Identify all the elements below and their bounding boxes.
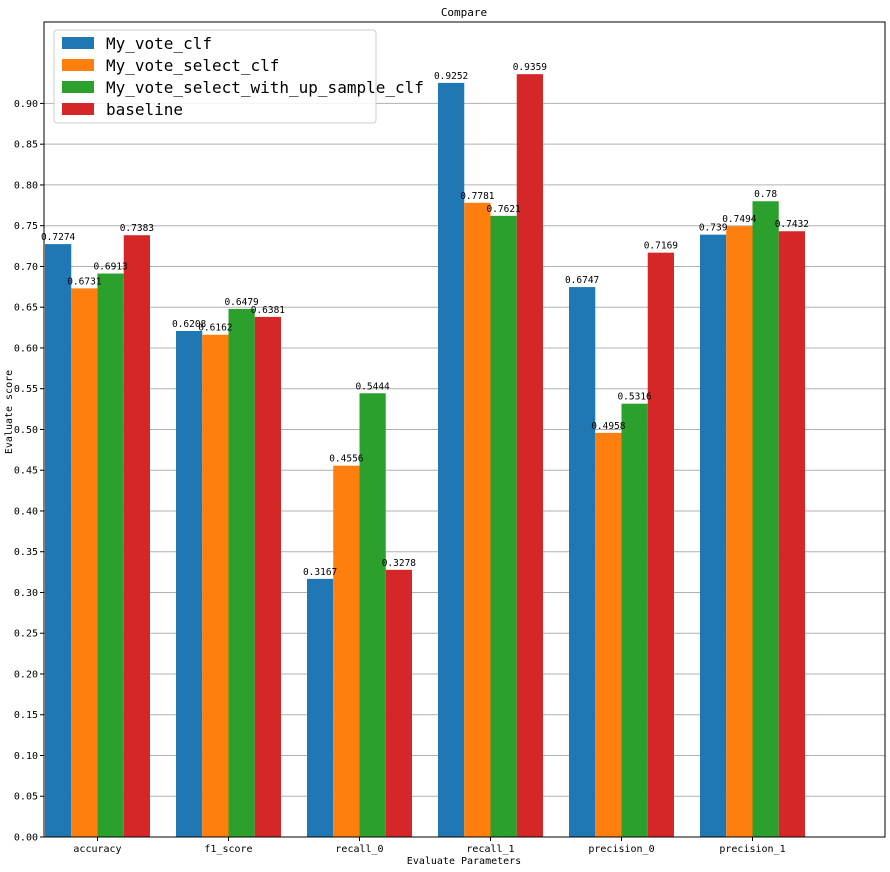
bar (71, 288, 98, 837)
y-axis-label: Evaluate score (4, 370, 15, 454)
bar (97, 273, 124, 837)
y-tick-label: 0.70 (14, 262, 38, 273)
data-label: 0.6479 (224, 297, 259, 308)
bar (647, 252, 674, 837)
y-tick-label: 0.20 (14, 669, 38, 680)
y-tick-label: 0.30 (14, 588, 38, 599)
bar (621, 403, 648, 837)
bar (176, 330, 203, 837)
chart-title: Compare (441, 6, 487, 19)
data-label: 0.7274 (41, 232, 76, 243)
y-tick-label: 0.80 (14, 180, 38, 191)
y-tick-label: 0.90 (14, 99, 38, 110)
x-tick-label: recall_1 (466, 844, 514, 855)
bar (569, 287, 596, 837)
bar (752, 201, 779, 837)
legend-label: My_vote_select_with_up_sample_clf (106, 78, 424, 97)
y-tick-label: 0.00 (14, 833, 38, 844)
bar (464, 202, 491, 837)
data-label: 0.7621 (486, 204, 521, 215)
data-label: 0.6731 (67, 276, 102, 287)
bar (700, 234, 727, 837)
bar (595, 432, 622, 837)
data-label: 0.4958 (591, 421, 626, 432)
x-tick-label: accuracy (73, 844, 121, 855)
data-label: 0.9359 (513, 62, 548, 73)
bar (359, 393, 386, 837)
data-label: 0.6913 (93, 262, 127, 273)
data-label: 0.7383 (120, 223, 154, 234)
legend-label: My_vote_select_clf (106, 56, 279, 75)
bar (45, 244, 72, 837)
bar (516, 74, 543, 837)
data-label: 0.5444 (355, 381, 390, 392)
data-label: 0.78 (754, 189, 777, 200)
data-label: 0.7169 (644, 241, 679, 252)
bar (438, 82, 465, 837)
data-label: 0.7432 (775, 219, 809, 230)
data-label: 0.6162 (198, 323, 232, 334)
bar (726, 226, 753, 837)
x-tick-label: precision_1 (719, 844, 785, 855)
y-tick-label: 0.35 (14, 547, 38, 558)
data-label: 0.3278 (382, 558, 417, 569)
bars (45, 74, 805, 837)
bar (385, 569, 412, 837)
y-tick-label: 0.40 (14, 506, 38, 517)
y-tick-label: 0.75 (14, 221, 38, 232)
bar (333, 465, 360, 837)
bar (307, 578, 334, 837)
y-axis-ticks: 0.00 0.05 0.10 0.15 0.20 0.25 0.30 0.35 0.40 0.45… (14, 99, 44, 844)
bar (254, 316, 281, 837)
legend: My_vote_clf My_vote_select_clf My_vote_sel… (53, 29, 424, 124)
legend-swatch (62, 103, 94, 115)
data-label: 0.6747 (565, 275, 599, 286)
bar (123, 235, 150, 837)
y-tick-label: 0.45 (14, 466, 38, 477)
data-label: 0.7781 (460, 191, 495, 202)
x-axis-ticks: accuracy f1_score recall_0 recall_1 precisio… (73, 837, 786, 855)
legend-swatch (62, 59, 94, 71)
y-tick-label: 0.60 (14, 343, 38, 354)
y-tick-label: 0.10 (14, 751, 38, 762)
data-label: 0.739 (699, 223, 728, 234)
bar (202, 334, 229, 837)
bar (778, 231, 805, 837)
legend-swatch (62, 81, 94, 93)
x-tick-label: recall_0 (335, 844, 383, 855)
y-tick-label: 0.15 (14, 710, 38, 721)
y-tick-label: 0.50 (14, 425, 38, 436)
legend-swatch (62, 37, 94, 49)
x-tick-label: f1_score (204, 844, 252, 855)
data-label: 0.4556 (329, 454, 364, 465)
bar (490, 215, 517, 837)
data-label: 0.6208 (172, 319, 207, 330)
y-tick-label: 0.25 (14, 629, 38, 640)
y-tick-label: 0.05 (14, 792, 38, 803)
y-tick-label: 0.55 (14, 384, 38, 395)
legend-label: My_vote_clf (106, 34, 212, 53)
x-tick-label: precision_0 (588, 844, 654, 855)
y-tick-label: 0.65 (14, 303, 38, 314)
bar (228, 308, 255, 837)
data-label: 0.9252 (434, 71, 468, 82)
legend-box (53, 29, 377, 124)
data-label: 0.7494 (722, 214, 757, 225)
data-label: 0.5316 (617, 392, 652, 403)
legend-label: baseline (106, 100, 183, 119)
data-label: 0.3167 (303, 567, 337, 578)
x-axis-label: Evaluate Parameters (407, 856, 521, 867)
data-label: 0.6381 (251, 305, 286, 316)
y-tick-label: 0.85 (14, 140, 38, 151)
